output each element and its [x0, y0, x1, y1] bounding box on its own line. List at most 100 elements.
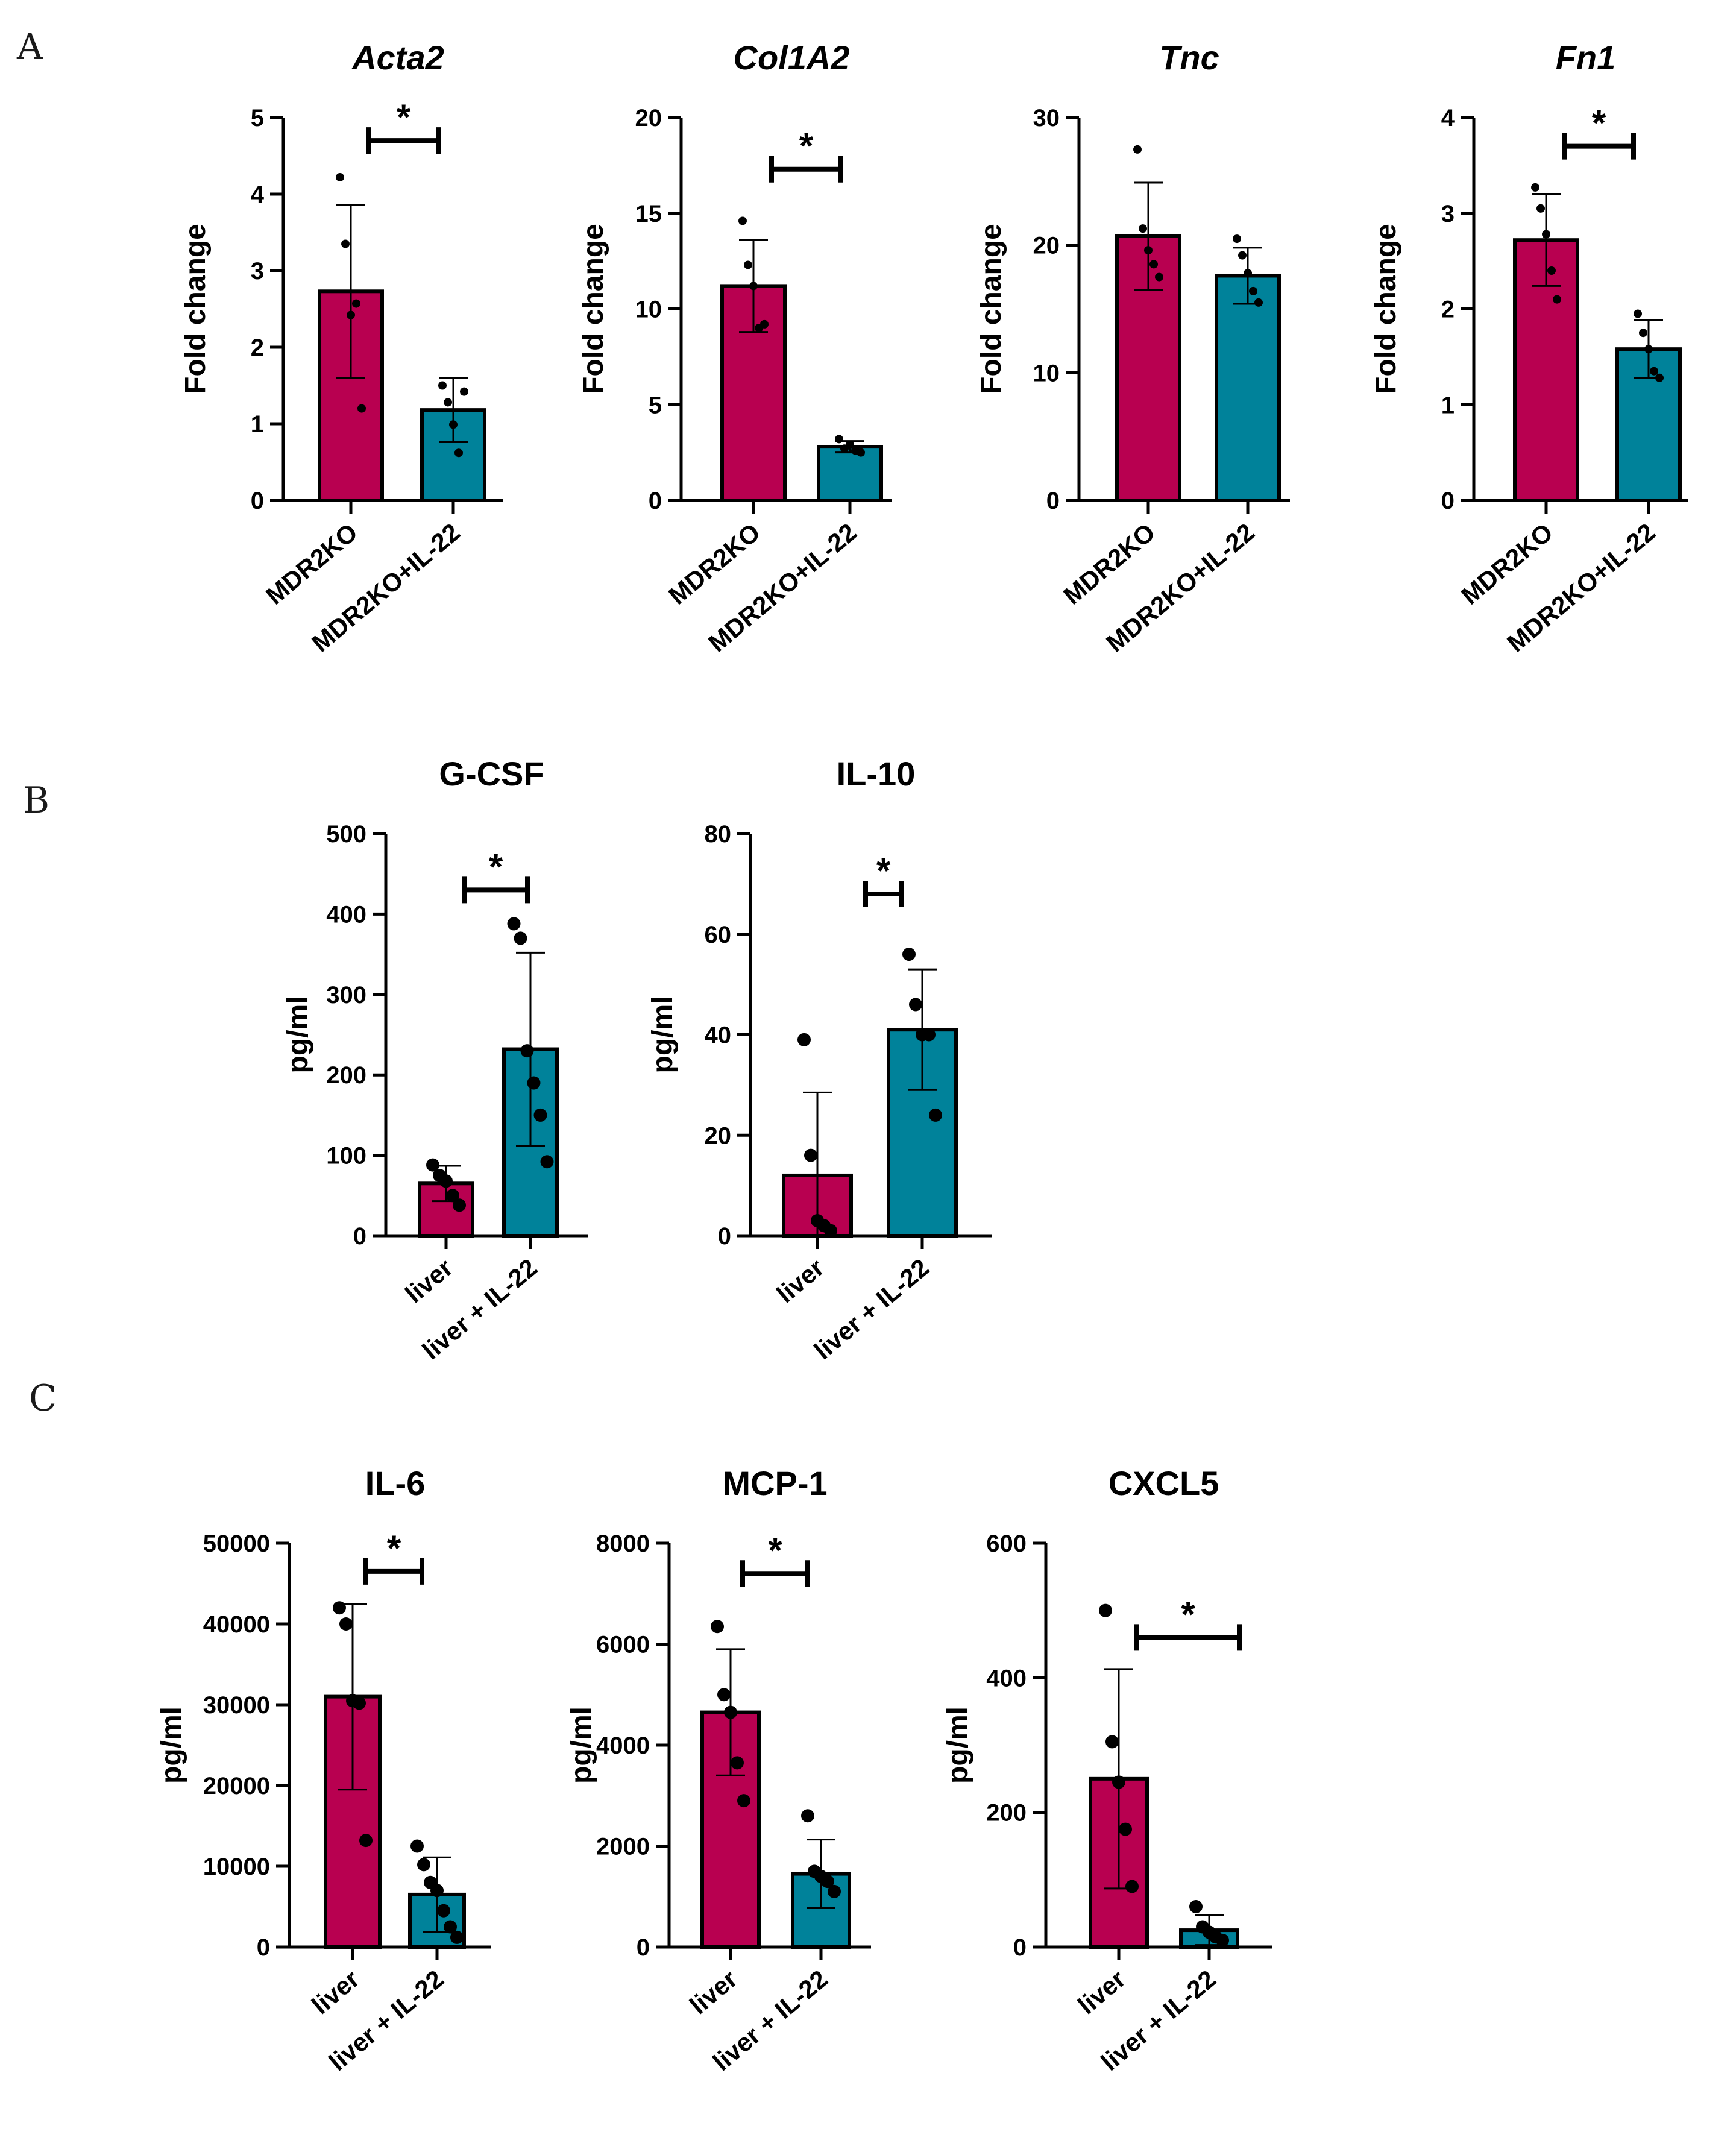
data-point-0	[1542, 230, 1550, 239]
data-point-1	[533, 1108, 547, 1122]
data-point-0	[353, 1696, 366, 1710]
significance-star: *	[876, 851, 891, 891]
y-tick-label: 0	[718, 1223, 731, 1250]
y-axis-label: pg/ml	[156, 1707, 187, 1784]
y-tick-label: 10	[635, 297, 662, 323]
data-point-0	[711, 1620, 724, 1634]
data-point-1	[430, 1884, 444, 1898]
data-point-1	[1639, 329, 1647, 338]
data-point-0	[717, 1688, 731, 1702]
y-tick-label: 30	[1033, 105, 1060, 131]
data-point-1	[450, 1930, 464, 1944]
y-tick-label: 0	[1441, 488, 1455, 514]
y-tick-label: 300	[326, 982, 366, 1008]
data-point-1	[1244, 269, 1252, 278]
y-tick-label: 0	[251, 488, 264, 514]
data-point-1	[821, 1875, 834, 1889]
data-point-1	[929, 1108, 942, 1122]
y-tick-label: 400	[986, 1665, 1027, 1691]
chart-title: Fn1	[1556, 39, 1616, 77]
y-tick-label: 3	[251, 258, 264, 285]
data-point-1	[540, 1155, 554, 1169]
data-point-0	[1149, 260, 1158, 269]
data-point-0	[1105, 1735, 1119, 1749]
data-point-1	[846, 440, 854, 449]
y-tick-label: 600	[986, 1531, 1027, 1557]
data-point-0	[333, 1601, 346, 1615]
data-point-1	[444, 398, 452, 407]
chart-title: IL-10	[837, 755, 916, 793]
data-point-0	[339, 1617, 353, 1631]
y-tick-label: 6000	[596, 1632, 650, 1658]
data-point-1	[857, 448, 865, 457]
data-point-1	[902, 948, 916, 961]
chart-title: Col1A2	[734, 39, 850, 77]
y-axis-label: Fold change	[975, 224, 1007, 394]
data-point-0	[724, 1705, 737, 1719]
data-point-1	[801, 1809, 814, 1823]
data-point-0	[347, 310, 355, 319]
y-tick-label: 80	[705, 821, 732, 848]
data-point-1	[1655, 373, 1664, 382]
y-tick-label: 200	[986, 1800, 1027, 1826]
y-tick-label: 4	[1441, 105, 1455, 131]
y-tick-label: 2	[251, 335, 264, 361]
y-tick-label: 8000	[596, 1531, 650, 1557]
data-point-0	[336, 173, 344, 182]
data-point-1	[449, 420, 458, 429]
data-point-0	[797, 1033, 811, 1046]
data-point-0	[1536, 204, 1545, 213]
data-point-0	[1112, 1775, 1125, 1789]
y-tick-label: 0	[1013, 1934, 1027, 1961]
data-point-1	[438, 381, 447, 390]
y-tick-label: 0	[649, 488, 662, 514]
data-point-0	[352, 299, 360, 308]
data-point-0	[731, 1756, 744, 1770]
significance-star: *	[387, 1528, 401, 1568]
data-point-1	[835, 435, 843, 444]
data-point-1	[514, 931, 527, 945]
significance-star: *	[1592, 103, 1606, 143]
data-point-1	[909, 998, 922, 1012]
y-axis-label: pg/ml	[565, 1707, 597, 1784]
y-tick-label: 4000	[596, 1732, 650, 1759]
data-point-1	[417, 1858, 430, 1872]
data-point-1	[520, 1044, 534, 1058]
data-point-1	[1254, 298, 1263, 307]
data-point-0	[1133, 145, 1142, 154]
significance-star: *	[768, 1530, 782, 1570]
data-point-0	[738, 216, 747, 225]
y-tick-label: 500	[326, 821, 366, 848]
panel-label-c: C	[29, 1377, 57, 1420]
data-point-0	[737, 1794, 750, 1808]
y-tick-label: 1	[1441, 392, 1455, 418]
data-point-1	[437, 1904, 450, 1918]
y-tick-label: 0	[1046, 488, 1060, 514]
data-point-0	[439, 1174, 453, 1188]
panel-label-b: B	[23, 779, 49, 822]
y-tick-label: 30000	[203, 1692, 270, 1719]
significance-star: *	[489, 846, 503, 887]
data-point-0	[1531, 183, 1539, 192]
y-tick-label: 5	[649, 392, 662, 418]
data-point-0	[359, 1834, 373, 1848]
bar-1	[817, 445, 883, 502]
y-tick-label: 100	[326, 1143, 366, 1169]
data-point-1	[1216, 1933, 1229, 1947]
y-tick-label: 10000	[203, 1854, 270, 1880]
y-tick-label: 10	[1033, 360, 1060, 386]
y-tick-label: 20	[635, 105, 662, 131]
y-tick-label: 60	[705, 922, 732, 948]
data-point-0	[1119, 1822, 1132, 1836]
y-tick-label: 0	[257, 1934, 270, 1961]
data-point-0	[1125, 1880, 1139, 1893]
y-tick-label: 400	[326, 901, 366, 928]
chart-title: CXCL5	[1109, 1464, 1219, 1502]
significance-star: *	[397, 97, 411, 137]
data-point-0	[453, 1198, 466, 1212]
y-tick-label: 20	[1033, 233, 1060, 259]
y-tick-label: 0	[637, 1934, 650, 1961]
chart-title: IL-6	[365, 1464, 426, 1502]
y-tick-label: 3	[1441, 201, 1455, 227]
